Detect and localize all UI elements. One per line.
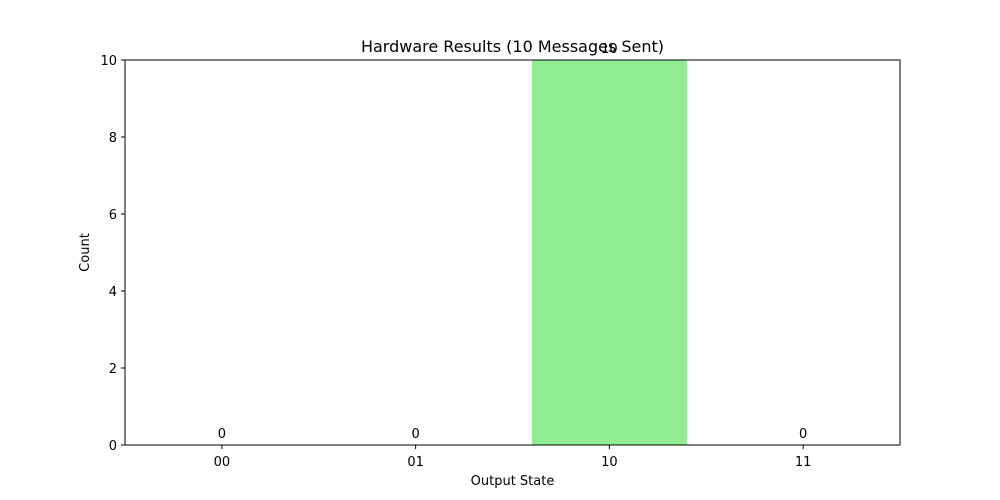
bar-10 [531,60,687,445]
data-label-00: 0 [218,427,226,442]
x-axis: 00 01 10 11 [214,445,812,470]
x-tick-label: 10 [601,455,618,470]
plot-frame [124,59,901,446]
bars-layer [531,60,687,445]
y-tick-label: 2 [109,362,117,377]
data-label-01: 0 [411,427,419,442]
x-tick-label: 00 [214,455,231,470]
data-label-10: 10 [601,42,618,57]
x-tick-label: 01 [407,455,424,470]
x-tick-label: 11 [795,455,812,470]
y-axis: 0 2 4 6 8 10 [100,54,125,454]
y-tick-label: 0 [109,439,117,454]
y-axis-label: Count [78,233,93,272]
y-tick-label: 4 [109,285,117,300]
data-label-11: 0 [799,427,807,442]
y-tick-label: 6 [109,208,117,223]
y-tick-label: 8 [109,131,117,146]
y-tick-label: 10 [100,54,117,69]
x-axis-label: Output State [471,474,555,489]
chart-title: Hardware Results (10 Messages Sent) [361,37,664,56]
data-labels: 0 0 10 0 [218,42,808,442]
